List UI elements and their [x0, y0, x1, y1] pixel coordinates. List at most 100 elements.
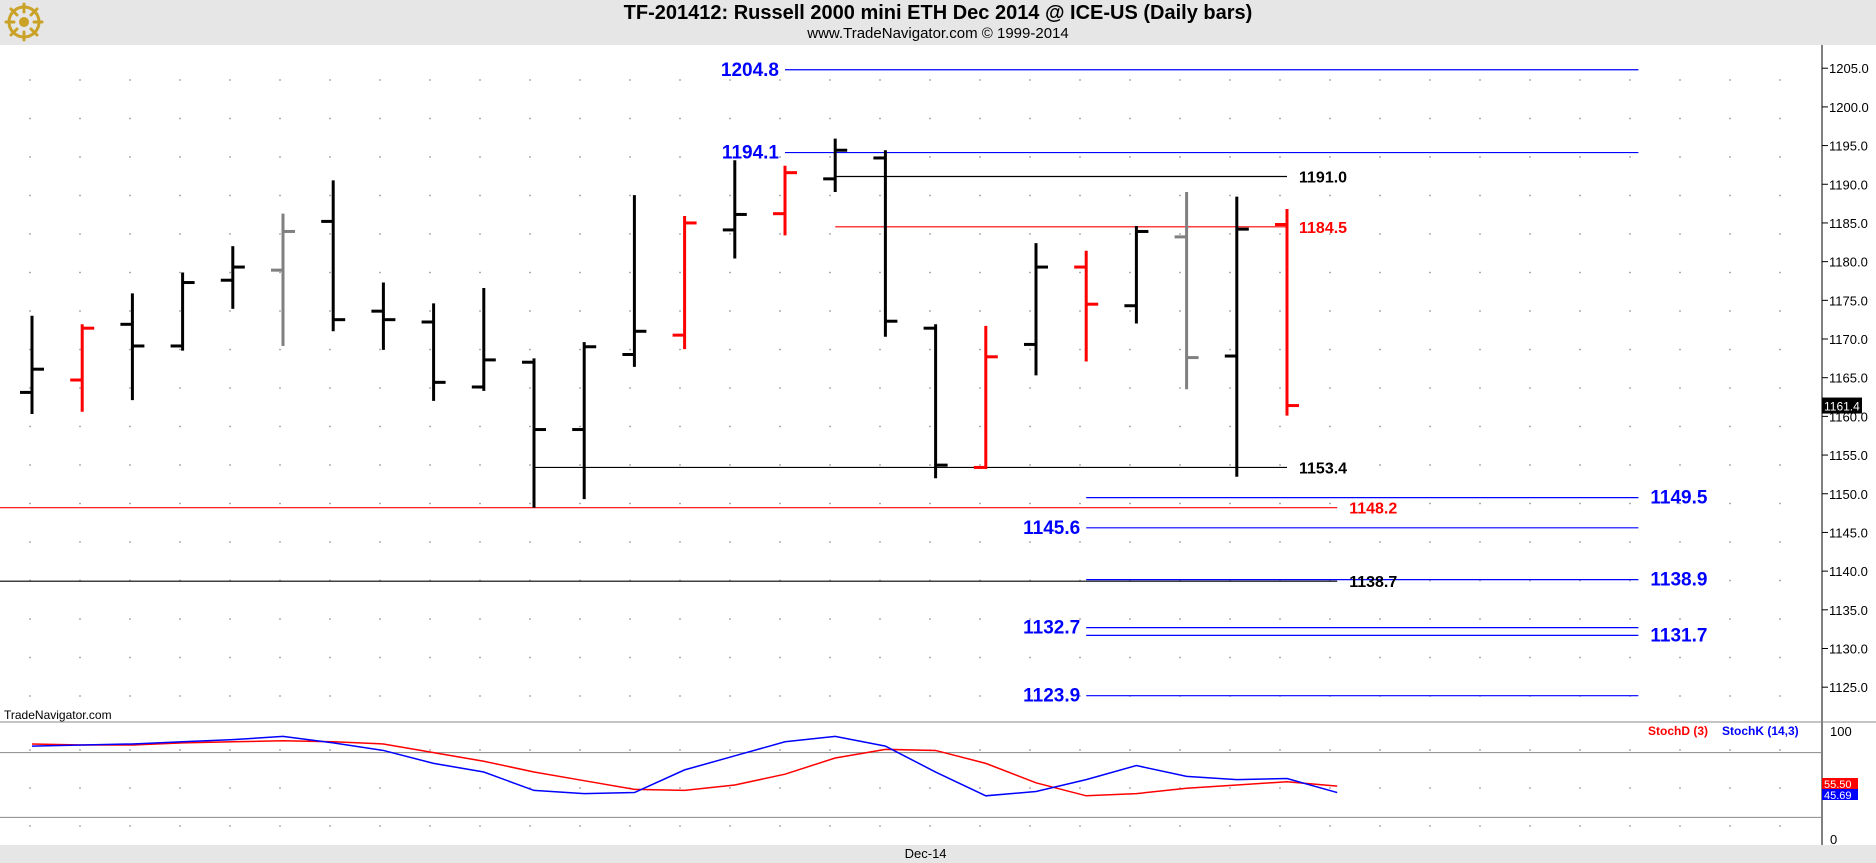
- legend-stochk: StochK (14,3): [1722, 724, 1799, 738]
- grid-dot: [1579, 79, 1581, 81]
- stoch-value-label: 45.69: [1824, 790, 1852, 802]
- grid-dot: [579, 825, 581, 827]
- grid-dot: [529, 156, 531, 158]
- grid-dot: [829, 749, 831, 751]
- grid-dot: [279, 233, 281, 235]
- grid-dot: [479, 787, 481, 789]
- grid-dot: [1279, 749, 1281, 751]
- grid-dot: [1129, 387, 1131, 389]
- grid-dot: [879, 502, 881, 505]
- grid-dot: [829, 310, 831, 312]
- grid-dot: [529, 233, 531, 235]
- grid-dot: [1429, 787, 1431, 789]
- grid-dot: [1729, 310, 1731, 312]
- grid-dot: [729, 541, 731, 543]
- grid-dot: [1179, 233, 1181, 235]
- grid-dot: [29, 695, 31, 697]
- grid-dot: [1629, 117, 1631, 120]
- grid-dot: [579, 787, 581, 789]
- grid-dot: [1679, 156, 1681, 158]
- grid-dot: [879, 464, 881, 466]
- ohlc-bar: [271, 213, 295, 346]
- grid-dot: [129, 502, 131, 505]
- grid-dot: [629, 79, 631, 81]
- grid-dot: [1079, 348, 1081, 351]
- grid-dot: [479, 502, 481, 505]
- grid-dot: [979, 194, 981, 197]
- grid-dot: [1629, 749, 1631, 751]
- grid-dot: [1679, 348, 1681, 351]
- grid-dot: [1679, 464, 1681, 466]
- grid-dot: [179, 825, 181, 827]
- grid-dot: [1329, 425, 1331, 428]
- grid-dot: [1529, 156, 1531, 158]
- grid-dot: [29, 387, 31, 389]
- grid-dot: [829, 387, 831, 389]
- grid-dot: [1679, 695, 1681, 697]
- grid-dot: [179, 271, 181, 274]
- grid-dot: [829, 194, 831, 197]
- ohlc-bar: [321, 180, 346, 332]
- grid-dot: [1279, 618, 1281, 620]
- price-tick-label: 1145.0: [1829, 525, 1868, 540]
- grid-dot: [1679, 787, 1681, 789]
- grid-dot: [979, 825, 981, 827]
- chart-title: TF-201412: Russell 2000 mini ETH Dec 201…: [623, 2, 1253, 24]
- grid-dot: [129, 425, 131, 428]
- grid-dot: [1379, 233, 1381, 235]
- grid-dot: [279, 348, 281, 351]
- grid-dot: [229, 502, 231, 505]
- grid-dots: [29, 79, 1781, 827]
- grid-dot: [1679, 541, 1681, 543]
- grid-dot: [129, 464, 131, 466]
- grid-dot: [1729, 464, 1731, 466]
- grid-dot: [1229, 156, 1231, 158]
- price-tick-label: 1180.0: [1829, 255, 1868, 270]
- grid-dot: [629, 194, 631, 197]
- grid-dot: [979, 271, 981, 274]
- grid-dot: [1429, 464, 1431, 466]
- grid-dot: [629, 502, 631, 505]
- grid-dot: [279, 541, 281, 543]
- grid-dot: [1079, 387, 1081, 389]
- grid-dot: [979, 233, 981, 235]
- grid-dot: [729, 348, 731, 351]
- grid-dot: [879, 787, 881, 789]
- grid-dot: [1129, 656, 1131, 659]
- grid-dot: [1679, 749, 1681, 751]
- grid-dot: [29, 194, 31, 197]
- grid-dot: [279, 425, 281, 428]
- grid-dot: [979, 310, 981, 312]
- grid-dot: [829, 79, 831, 81]
- ohlc-bar: [20, 315, 44, 415]
- ohlc-bar: [471, 287, 496, 391]
- grid-dot: [379, 825, 381, 827]
- grid-dot: [79, 117, 81, 120]
- grid-dot: [1179, 825, 1181, 827]
- grid-dot: [79, 271, 81, 274]
- grid-dot: [229, 194, 231, 197]
- grid-dot: [1329, 194, 1331, 197]
- grid-dot: [1579, 656, 1581, 659]
- grid-dot: [729, 271, 731, 274]
- grid-dot: [679, 194, 681, 197]
- grid-dot: [229, 271, 231, 274]
- grid-dot: [679, 348, 681, 351]
- grid-dot: [779, 310, 781, 312]
- grid-dot: [729, 749, 731, 751]
- grid-dot: [279, 695, 281, 697]
- grid-dot: [1279, 233, 1281, 235]
- grid-dot: [729, 117, 731, 120]
- grid-dot: [529, 541, 531, 543]
- grid-dot: [729, 656, 731, 659]
- grid-dot: [1279, 271, 1281, 274]
- grid-dot: [1229, 464, 1231, 466]
- grid-dot: [1079, 79, 1081, 81]
- grid-dot: [1079, 502, 1081, 505]
- grid-dot: [379, 387, 381, 389]
- grid-dot: [579, 464, 581, 466]
- grid-dot: [329, 464, 331, 466]
- grid-dot: [1779, 749, 1781, 751]
- grid-dot: [229, 749, 231, 751]
